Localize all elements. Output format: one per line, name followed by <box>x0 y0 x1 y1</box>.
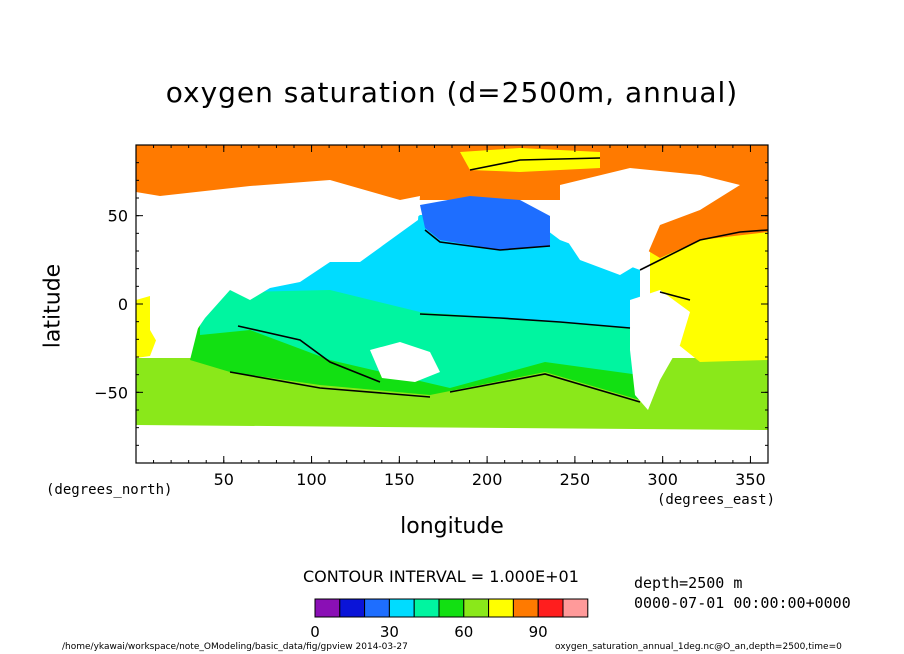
y-axis-label: latitude <box>40 263 66 349</box>
australia-land <box>370 342 440 382</box>
colorbar-swatch <box>488 598 514 618</box>
axis-ticks <box>136 145 768 463</box>
footer-file: oxygen_saturation_annual_1deg.nc@O_an,de… <box>555 642 842 652</box>
colorbar <box>314 598 589 618</box>
time-readout: 0000-07-01 00:00:00+0000 <box>634 594 851 612</box>
x-axis-label: longitude <box>400 514 504 539</box>
x-tick-labels: 50 100 150 200 250 300 350 <box>214 470 766 489</box>
colorbar-label: 30 <box>380 623 399 641</box>
colorbar-label: 90 <box>529 623 548 641</box>
colorbar-swatch <box>339 598 366 618</box>
y-axis-unit: (degrees_north) <box>46 482 173 498</box>
x-axis-unit: (degrees_east) <box>657 492 776 508</box>
colorbar-swatch <box>562 598 589 618</box>
contour-interval-label: CONTOUR INTERVAL = 1.000E+01 <box>303 567 579 586</box>
colorbar-swatch <box>388 598 415 618</box>
x-tick-label: 200 <box>472 470 503 489</box>
map-title: oxygen saturation (d=2500m, annual) <box>165 76 739 109</box>
colorbar-label: 0 <box>310 623 320 641</box>
x-tick-label: 150 <box>384 470 415 489</box>
colorbar-swatch <box>512 598 539 618</box>
oxygen-field <box>136 145 768 463</box>
north-pacific-blue-core <box>420 196 550 250</box>
x-tick-label: 50 <box>214 470 234 489</box>
colorbar-swatch <box>537 598 564 618</box>
eurasia-africa-land <box>136 180 420 356</box>
footer-path: /home/ykawai/workspace/note_OModeling/ba… <box>62 642 408 652</box>
y-tick-label: 0 <box>118 295 128 314</box>
colorbar-swatch <box>438 598 465 618</box>
depth-readout: depth=2500 m <box>634 574 743 592</box>
colorbar-swatch <box>314 598 341 618</box>
antarctica-land <box>136 425 768 463</box>
x-tick-label: 350 <box>735 470 766 489</box>
south-america-land <box>630 290 690 410</box>
x-tick-label: 250 <box>560 470 591 489</box>
y-tick-label: −50 <box>94 383 128 402</box>
x-tick-label: 100 <box>296 470 327 489</box>
x-tick-label: 300 <box>647 470 678 489</box>
colorbar-swatch <box>413 598 440 618</box>
north-atlantic-orange-region <box>630 188 768 258</box>
y-tick-label: 50 <box>108 207 128 226</box>
north-america-land <box>560 168 740 275</box>
colorbar-labels: 0 30 60 90 <box>310 623 548 641</box>
y-tick-labels: 50 0 −50 <box>94 207 128 403</box>
colorbar-swatch <box>463 598 490 618</box>
colorbar-swatch <box>364 598 390 618</box>
colorbar-label: 60 <box>454 623 473 641</box>
contour-lines <box>229 157 768 403</box>
